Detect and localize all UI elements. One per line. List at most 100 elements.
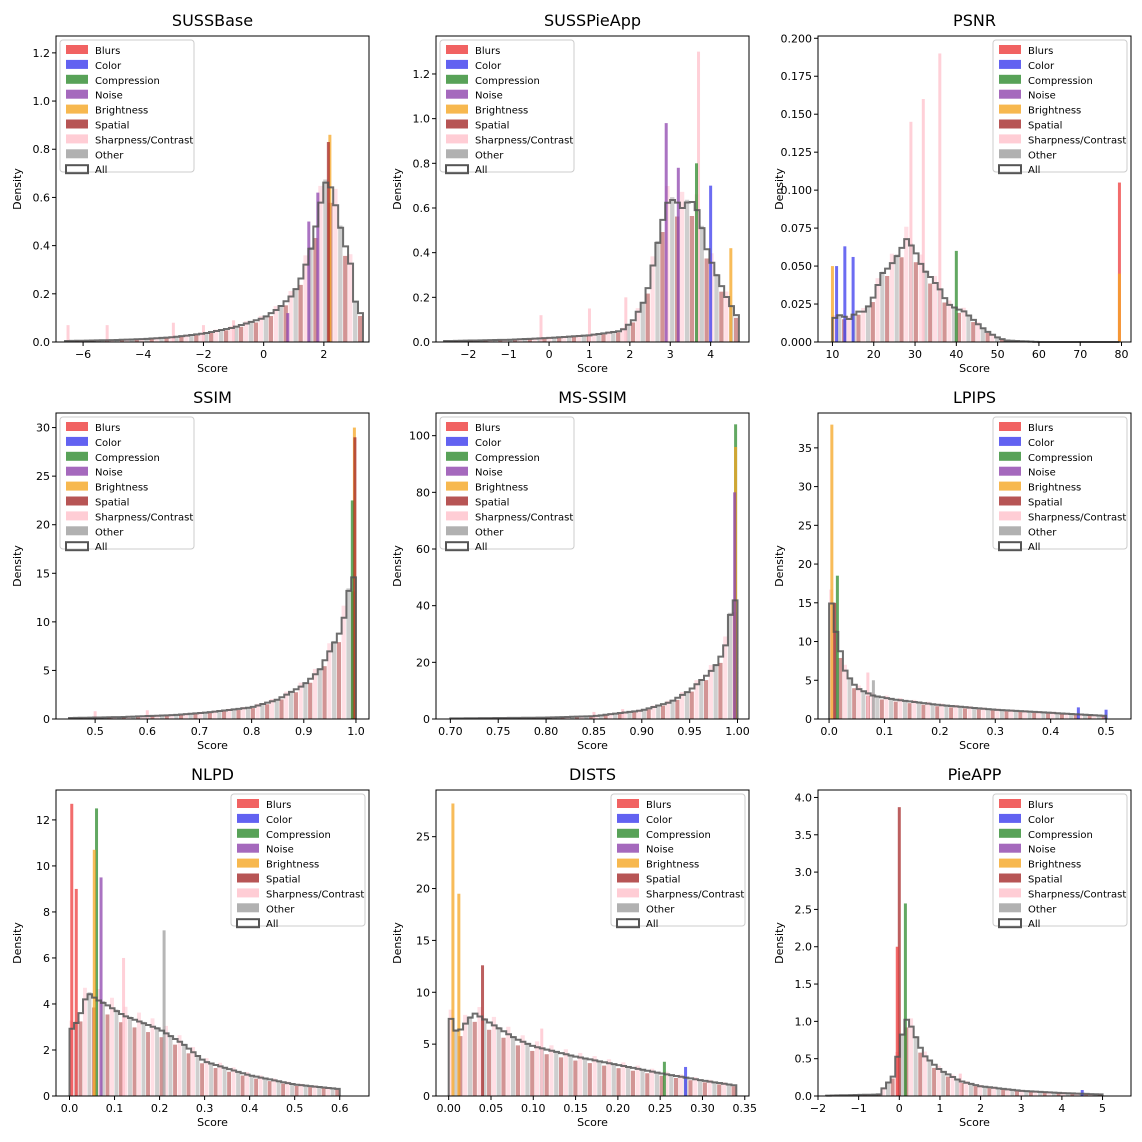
x-tick-label: 2	[320, 348, 327, 361]
histogram-bar	[894, 254, 899, 342]
legend: Blurs Color Compression Noise Brightness Spat…	[992, 416, 1128, 553]
histogram-bar	[318, 185, 323, 342]
histogram-bar	[637, 709, 642, 719]
x-tick-label: 0.30	[690, 1102, 715, 1115]
histogram-bar	[945, 1076, 950, 1096]
histogram-bar	[1036, 711, 1041, 719]
legend-label: Spatial	[1028, 875, 1062, 886]
legend: Blurs Color Compression Noise Brightness Spat…	[439, 416, 575, 553]
legend-swatch	[999, 436, 1021, 446]
histogram-bar	[290, 1083, 295, 1096]
x-tick-label: 0.0	[820, 725, 838, 738]
histogram-bar	[155, 715, 160, 719]
histogram-bar	[723, 636, 728, 719]
histogram-bar	[323, 179, 328, 342]
x-tick-label: 70	[1073, 348, 1087, 361]
histogram-bar	[982, 1086, 987, 1096]
x-tick-label: 0.35	[733, 1102, 758, 1115]
histogram-bar	[273, 306, 278, 342]
histogram-bar	[861, 690, 866, 719]
histogram-bar	[999, 709, 1004, 719]
legend-label: Compression	[95, 76, 160, 87]
x-tick-label: 1	[936, 1102, 943, 1115]
axes-frame	[817, 412, 1132, 720]
histogram-bar	[1001, 1089, 1006, 1096]
histogram-bar	[284, 691, 289, 719]
legend-label: Color	[1028, 438, 1055, 449]
legend-swatch	[999, 422, 1021, 431]
y-tick-label: 0.2	[413, 291, 431, 304]
x-tick-label: 50	[991, 348, 1005, 361]
chart-title: SUSSBase	[172, 11, 253, 30]
legend-swatch	[617, 799, 639, 808]
histogram-bar	[173, 1044, 177, 1096]
histogram-bar	[498, 340, 503, 342]
histogram-bar	[549, 1045, 554, 1096]
histogram-bar	[183, 713, 188, 719]
histogram-bar	[968, 1083, 973, 1096]
all-step-line	[68, 576, 357, 719]
histogram-bar	[330, 1088, 335, 1096]
histogram-bar	[267, 1081, 272, 1096]
all-step-line	[449, 599, 739, 720]
histogram-bar	[119, 1022, 123, 1096]
histogram-bar	[491, 1016, 497, 1096]
histogram-bar	[978, 1085, 983, 1096]
histogram-bar	[902, 700, 907, 719]
histogram-bar	[912, 699, 917, 719]
histogram-bar	[952, 306, 957, 342]
legend-swatch-all	[236, 918, 260, 929]
legend-label: Color	[266, 815, 293, 826]
histogram-bar	[660, 705, 666, 719]
histogram-bar	[673, 1077, 679, 1096]
histogram-bar	[949, 707, 954, 719]
legend-label: Brightness	[1028, 106, 1081, 117]
histogram-bar	[511, 1035, 516, 1096]
histogram-bar	[578, 1052, 583, 1096]
histogram-bar	[641, 709, 646, 719]
histogram-bar	[467, 1016, 473, 1096]
histogram-bar	[258, 1075, 263, 1096]
histogram-bar	[258, 315, 264, 342]
legend: Blurs Color Compression Noise Brightness Spat…	[59, 39, 195, 176]
y-tick-label: 0	[805, 713, 812, 726]
chart-panel-psnr: 10 20 30 40 50 60 70 80 0.000 0.025 0.050 0.075 0.10…	[773, 11, 1132, 375]
y-tick-label: 0.0	[33, 336, 51, 349]
y-axis-label: Density	[391, 545, 404, 587]
x-axis-label: Score	[959, 1116, 990, 1129]
histogram-bar	[592, 1056, 597, 1096]
y-tick-label: 20	[416, 883, 430, 896]
chart-title: DISTS	[569, 765, 616, 784]
x-tick-label: 0.20	[606, 1102, 631, 1115]
histogram-bar	[611, 1063, 616, 1096]
histogram-bar-sharpness-contrast	[866, 672, 870, 719]
legend-box	[439, 416, 575, 550]
y-tick-label: 0.8	[413, 157, 431, 170]
histogram-bar	[1078, 713, 1083, 719]
x-tick-label: 0.1	[106, 1102, 124, 1115]
histogram-bar	[253, 322, 259, 342]
histogram-bar	[532, 338, 537, 342]
y-tick-label: 40	[416, 600, 430, 613]
legend-label: All	[95, 165, 107, 176]
legend-box	[992, 39, 1128, 173]
legend-box	[439, 39, 575, 173]
histogram-bar	[313, 238, 318, 342]
histogram-bar	[947, 300, 952, 342]
histogram-bar	[944, 705, 949, 719]
y-tick-label: 2.0	[795, 941, 813, 954]
histogram-bar	[645, 293, 650, 342]
legend-swatch	[999, 481, 1021, 491]
histogram-bar	[213, 1068, 218, 1096]
x-tick-label: 0.10	[521, 1102, 546, 1115]
x-axis-label: Score	[577, 362, 608, 375]
x-tick-label: 0.80	[534, 725, 559, 738]
x-tick-label: 1.0	[347, 725, 365, 738]
histogram-bar	[893, 701, 898, 719]
chart-panel-susspieapp: −2 −1 0 1 2 3 4 0.0 0.2 0.4 0.6 0.8 1.0 1.2 SUSSPieApp…	[391, 11, 750, 375]
histogram-bar	[1087, 715, 1092, 719]
histogram-bar	[1046, 713, 1051, 719]
y-tick-label: 0.050	[781, 260, 813, 273]
histogram-bar	[971, 322, 976, 342]
